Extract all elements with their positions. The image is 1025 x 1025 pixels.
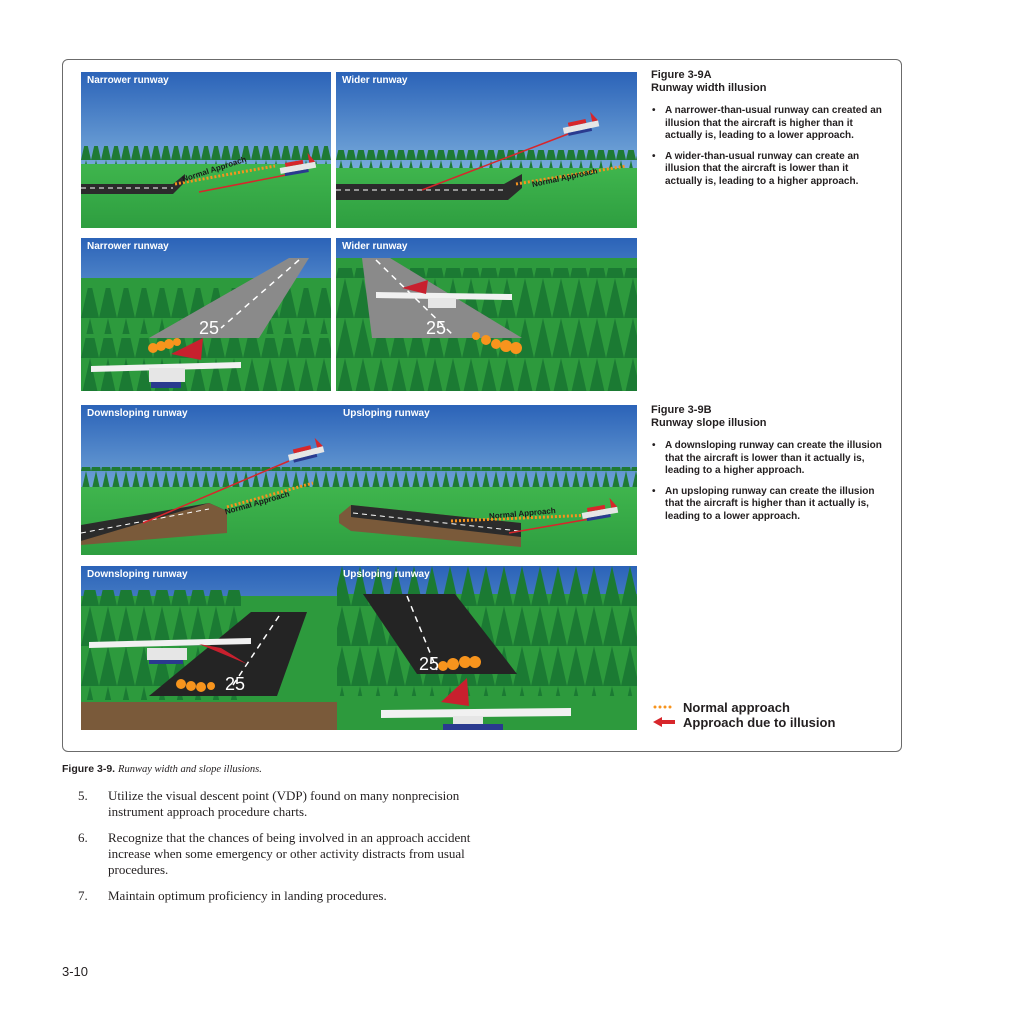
legend-illusion-label: Approach due to illusion (683, 714, 836, 730)
legend-illusion: Approach due to illusion (653, 714, 836, 730)
narrower-side-illustration: Normal Approach (81, 72, 331, 228)
bullet: A downsloping runway can create the illu… (651, 440, 891, 478)
panel-narrower-view: 25 Narrower runway (81, 238, 331, 391)
panel-label: Wider runway (342, 75, 408, 86)
panel-label: Narrower runway (87, 75, 169, 86)
figure-3-9b-text: Figure 3-9B Runway slope illusion A down… (651, 404, 891, 531)
panel-label: Upsloping runway (343, 569, 430, 580)
illusion-arrow-icon (653, 717, 675, 727)
list-item: 5. Utilize the visual descent point (VDP)… (78, 788, 478, 820)
figure-3-9a-number: Figure 3-9A (651, 69, 712, 81)
figure-3-9a-title: Runway width illusion (651, 82, 767, 94)
slope-view-illustration: 25 25 (81, 566, 637, 730)
runway-number-2: 25 (426, 318, 446, 338)
bullet: A narrower-than-usual runway can created… (651, 105, 885, 143)
figure-caption: Figure 3-9. Runway width and slope illus… (62, 763, 262, 775)
wider-view-illustration: 25 (336, 238, 637, 391)
step-number: 5. (78, 788, 88, 803)
wider-side-illustration: Normal Approach (336, 72, 637, 228)
normal-approach-dots-icon (653, 705, 672, 709)
runway-number-4: 25 (419, 654, 439, 674)
caption-text: Runway width and slope illusions. (118, 764, 262, 775)
caption-number: Figure 3-9. (62, 763, 116, 775)
step-number: 6. (78, 830, 88, 845)
step-number: 7. (78, 888, 88, 903)
panel-wider-side: Normal Approach Wider runway (336, 72, 637, 228)
panel-label: Narrower runway (87, 241, 169, 252)
panel-wider-view: 25 Wider runway (336, 238, 637, 391)
step-text: Utilize the visual descent point (VDP) f… (108, 788, 460, 819)
bullet: An upsloping runway can create the illus… (651, 486, 891, 524)
figure-3-9b-number: Figure 3-9B (651, 404, 712, 416)
list-item: 7. Maintain optimum proficiency in landin… (78, 888, 478, 904)
legend: Normal approach Approach due to illusion (653, 700, 835, 730)
runway-number-3: 25 (225, 674, 245, 694)
panel-label: Downsloping runway (87, 569, 188, 580)
panel-label: Wider runway (342, 241, 408, 252)
procedure-steps: 5. Utilize the visual descent point (VDP)… (78, 788, 478, 914)
panel-narrower-side: Normal Approach Narrower runway (81, 72, 331, 228)
figure-3-9b-bullets: A downsloping runway can create the illu… (651, 440, 891, 523)
page-number: 3-10 (62, 964, 89, 979)
slope-side-illustration: Normal Approach Normal Approach (81, 405, 637, 555)
panel-slope-side: Normal Approach Normal Approach Downslop… (81, 405, 637, 555)
bullet: A wider-than-usual runway can create an … (651, 151, 885, 189)
panel-slope-view: 25 25 Downsloping runway Upsloping runwa… (81, 566, 637, 730)
runway-number-1: 25 (199, 318, 219, 338)
list-item: 6. Recognize that the chances of being in… (78, 830, 478, 878)
figure-3-9a-bullets: A narrower-than-usual runway can created… (651, 105, 885, 188)
figure-3-9a-text: Figure 3-9A Runway width illusion A narr… (651, 69, 885, 196)
panel-label: Upsloping runway (343, 408, 430, 419)
legend-normal: Normal approach (653, 699, 835, 715)
step-text: Recognize that the chances of being invo… (108, 830, 471, 877)
figure-3-9b-title: Runway slope illusion (651, 417, 767, 429)
legend-normal-label: Normal approach (683, 699, 790, 715)
step-text: Maintain optimum proficiency in landing … (108, 888, 387, 903)
panel-label: Downsloping runway (87, 408, 188, 419)
narrower-view-illustration: 25 (81, 238, 331, 391)
